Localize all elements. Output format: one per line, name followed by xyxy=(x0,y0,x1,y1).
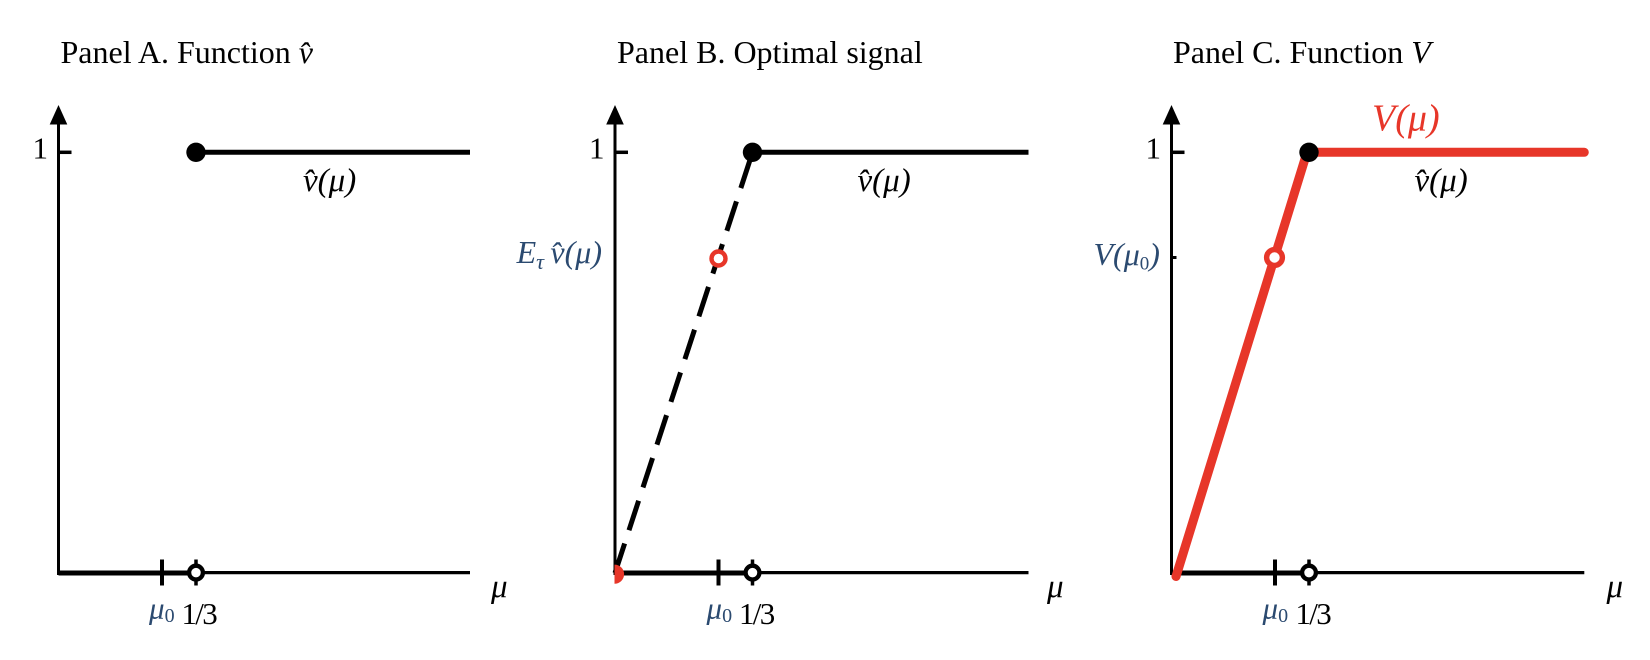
svg-text:μ: μ xyxy=(490,569,508,605)
svg-text:1: 1 xyxy=(1146,130,1162,165)
svg-text:Panel A. Function v̂: Panel A. Function v̂ xyxy=(61,34,314,70)
svg-text:Eτ v̂(μ): Eτ v̂(μ) xyxy=(516,234,602,274)
svg-text:Panel B. Optimal signal: Panel B. Optimal signal xyxy=(617,34,923,70)
svg-text:1/3: 1/3 xyxy=(1296,596,1332,631)
svg-text:1/3: 1/3 xyxy=(182,596,218,631)
svg-text:1/3: 1/3 xyxy=(739,596,775,631)
svg-text:μ: μ xyxy=(1046,569,1064,605)
svg-text:μ: μ xyxy=(1606,569,1624,605)
svg-text:1: 1 xyxy=(33,130,49,165)
svg-text:v̂(μ): v̂(μ) xyxy=(303,163,356,199)
svg-text:V(μ0): V(μ0) xyxy=(1094,236,1160,275)
svg-text:v̂(μ): v̂(μ) xyxy=(1415,163,1468,199)
svg-text:Panel C. Function V: Panel C. Function V xyxy=(1173,34,1434,70)
svg-text:V(μ): V(μ) xyxy=(1372,98,1440,140)
svg-text:1: 1 xyxy=(589,130,605,165)
svg-text:v̂(μ): v̂(μ) xyxy=(858,163,911,199)
